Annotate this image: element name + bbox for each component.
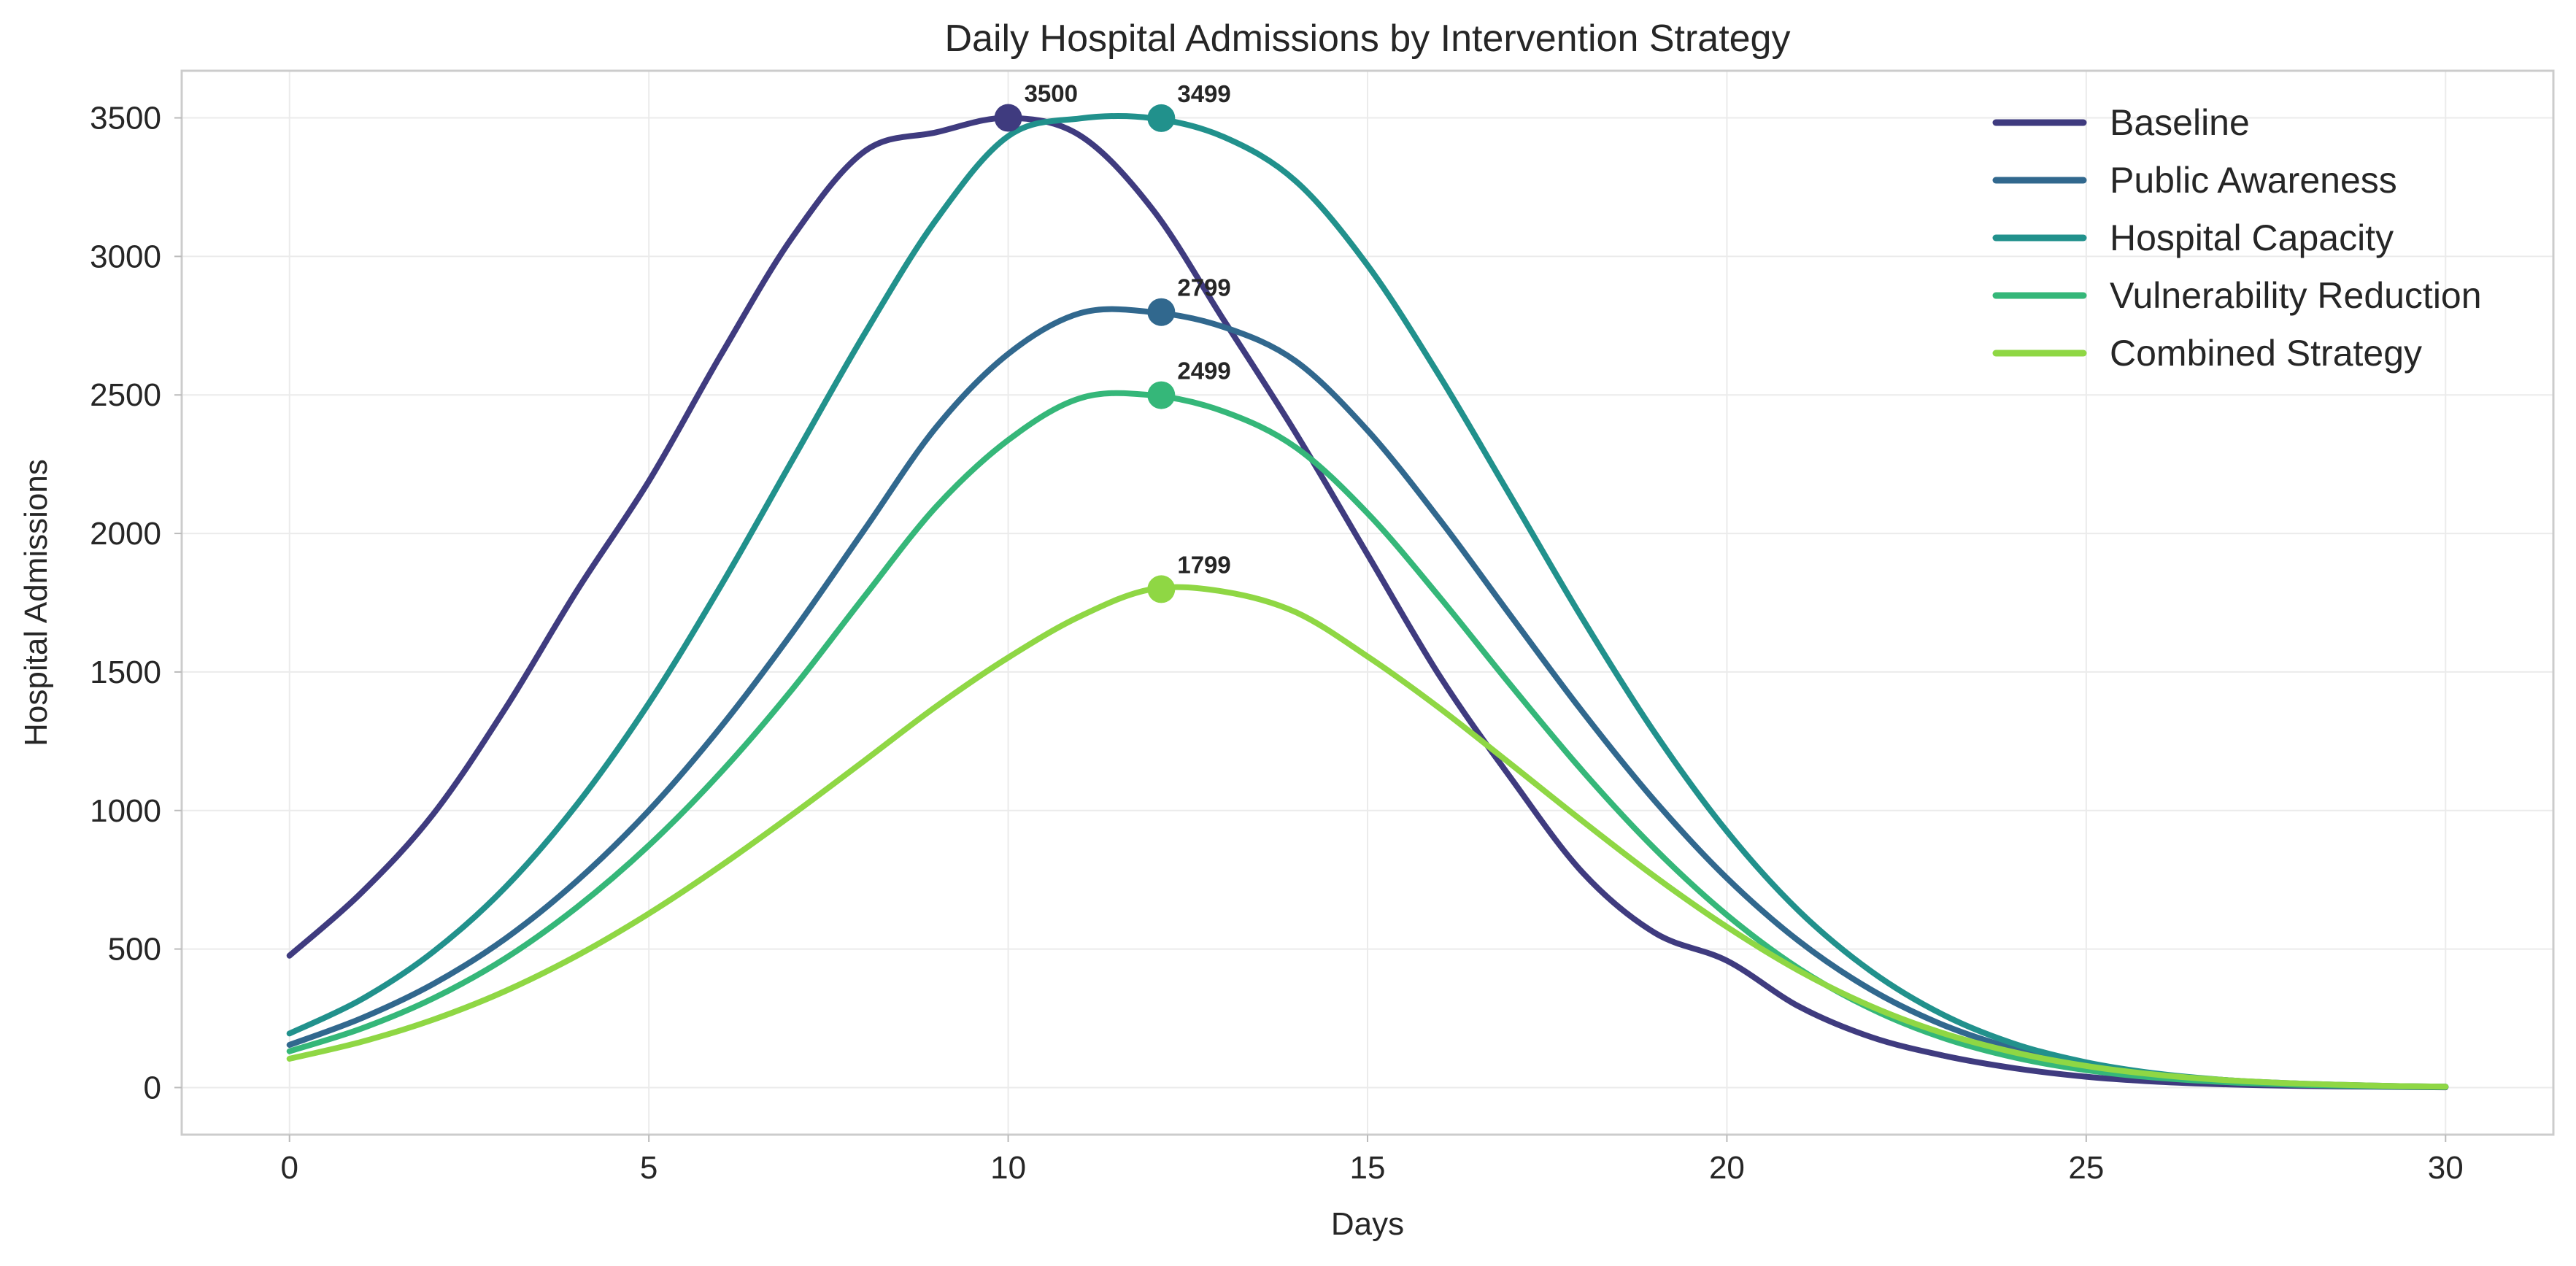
legend-label: Vulnerability Reduction xyxy=(2110,275,2482,316)
y-tick-label: 1500 xyxy=(90,655,161,690)
peak-marker xyxy=(1147,381,1176,409)
legend-label: Combined Strategy xyxy=(2110,333,2422,374)
peak-label: 3500 xyxy=(1025,80,1078,107)
peak-marker xyxy=(1147,575,1176,603)
x-tick-label: 10 xyxy=(990,1150,1026,1186)
legend: Baseline Public Awareness Hospital Capacit… xyxy=(1992,102,2482,374)
x-axis-label: Days xyxy=(1331,1206,1404,1242)
peak-markers: 3500 2799 3499 2499 1799 xyxy=(994,80,1231,603)
peak-marker xyxy=(994,104,1022,132)
y-axis: 0 500 1000 1500 2000 2500 3000 3500 xyxy=(90,101,182,1105)
series-line-vulnerability-reduction xyxy=(286,390,2449,1090)
y-tick-label: 3500 xyxy=(90,101,161,136)
y-tick-label: 500 xyxy=(108,932,161,968)
grid xyxy=(182,71,2553,1135)
x-tick-label: 0 xyxy=(280,1150,298,1186)
chart-title: Daily Hospital Admissions by Interventio… xyxy=(945,18,1791,60)
legend-label: Hospital Capacity xyxy=(2110,217,2394,258)
series-line-hospital-capacity xyxy=(286,112,2449,1090)
y-tick-label: 2500 xyxy=(90,377,161,413)
x-tick-label: 25 xyxy=(2068,1150,2104,1186)
series-layer xyxy=(286,112,2449,1091)
x-axis: 0 5 10 15 20 25 30 xyxy=(280,1135,2464,1186)
x-tick-label: 30 xyxy=(2428,1150,2464,1186)
y-tick-label: 2000 xyxy=(90,516,161,552)
y-tick-label: 0 xyxy=(144,1070,161,1105)
y-tick-label: 3000 xyxy=(90,239,161,274)
peak-label: 2499 xyxy=(1177,358,1230,385)
legend-label: Baseline xyxy=(2110,102,2250,143)
peak-marker xyxy=(1147,298,1176,326)
x-tick-label: 15 xyxy=(1350,1150,1386,1186)
series-line-combined-strategy xyxy=(286,584,2449,1090)
peak-label: 2799 xyxy=(1177,274,1230,301)
legend-label: Public Awareness xyxy=(2110,160,2397,201)
series-line-baseline xyxy=(286,115,2449,1091)
y-tick-label: 1000 xyxy=(90,793,161,829)
x-tick-label: 20 xyxy=(1709,1150,1745,1186)
y-axis-label: Hospital Admissions xyxy=(18,459,54,746)
peak-label: 3499 xyxy=(1177,80,1230,107)
x-tick-label: 5 xyxy=(640,1150,658,1186)
peak-label: 1799 xyxy=(1177,551,1230,578)
peak-marker xyxy=(1147,104,1176,132)
